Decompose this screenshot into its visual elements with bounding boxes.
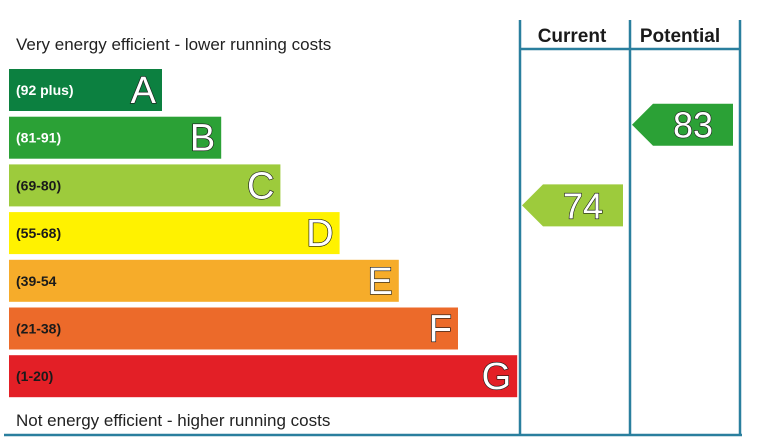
band-letter-f: F bbox=[429, 309, 452, 351]
current-rating-arrow bbox=[522, 184, 623, 227]
band-bar-c bbox=[9, 164, 281, 207]
band-bar-e bbox=[9, 259, 399, 302]
band-range-label-d: (55-68) bbox=[16, 225, 61, 241]
rating-arrows: 74 83 bbox=[522, 103, 733, 227]
band-letter-c: C bbox=[247, 165, 274, 207]
potential-column-header: Potential bbox=[640, 26, 720, 47]
band-bar-a bbox=[9, 69, 162, 111]
potential-rating-value: 83 bbox=[673, 105, 713, 146]
band-range-label-e: (39-54 bbox=[16, 273, 57, 289]
band-bar-f bbox=[9, 307, 458, 350]
potential-rating-arrow bbox=[632, 103, 733, 146]
band-letter-g: G bbox=[482, 356, 512, 398]
band-bar-d bbox=[9, 212, 340, 255]
band-letter-a: A bbox=[131, 70, 157, 112]
band-range-label-g: (1-20) bbox=[16, 368, 53, 384]
band-range-label-c: (69-80) bbox=[16, 177, 61, 193]
bottom-caption: Not energy efficient - higher running co… bbox=[16, 411, 330, 430]
band-letter-d: D bbox=[306, 213, 333, 255]
band-range-label-b: (81-91) bbox=[16, 130, 61, 146]
band-range-label-f: (21-38) bbox=[16, 321, 61, 337]
band-bar-g bbox=[9, 355, 518, 398]
current-rating-value: 74 bbox=[563, 185, 603, 226]
band-letter-e: E bbox=[367, 261, 392, 303]
band-bars: (92 plus) A (81-91) B (69-80) C (55-68) D (39-54… bbox=[9, 69, 518, 399]
band-letter-b: B bbox=[190, 118, 215, 160]
rating-table-grid bbox=[4, 20, 742, 437]
band-range-label-a: (92 plus) bbox=[16, 82, 74, 98]
band-bar-b bbox=[9, 116, 222, 159]
top-caption: Very energy efficient - lower running co… bbox=[16, 35, 331, 54]
current-column-header: Current bbox=[538, 26, 607, 47]
